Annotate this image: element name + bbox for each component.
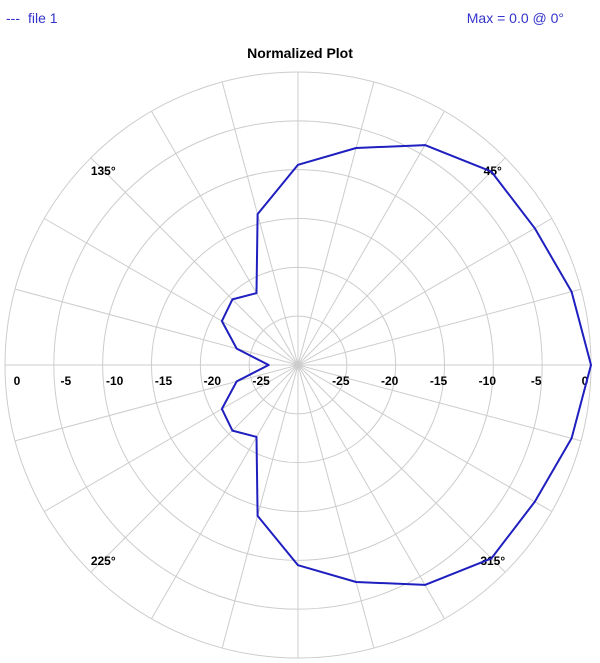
radial-tick-label: -10: [106, 374, 124, 388]
grid-spoke: [297, 364, 445, 619]
grid-spoke: [151, 111, 299, 366]
grid-spoke: [44, 364, 299, 512]
radial-tick-label: 0: [582, 374, 589, 388]
grid-spoke: [297, 111, 445, 366]
grid-spoke: [297, 81, 375, 366]
grid-spoke: [14, 288, 299, 366]
data-point: [297, 163, 299, 166]
grid-spoke: [297, 364, 375, 649]
data-point: [424, 584, 426, 586]
radial-tick-label: -5: [531, 374, 542, 388]
radial-tick-label: -15: [430, 374, 448, 388]
grid-spoke: [14, 364, 299, 442]
data-point: [534, 227, 536, 230]
radial-tick-label: -15: [155, 374, 173, 388]
grid-spoke: [297, 364, 582, 442]
angle-label: 45°: [484, 164, 502, 178]
radial-tick-label: -20: [204, 374, 222, 388]
data-point: [490, 557, 493, 560]
data-point: [221, 320, 223, 322]
radial-tick-label: -20: [381, 374, 399, 388]
data-point: [255, 292, 258, 294]
legend-label: file 1: [28, 10, 58, 26]
data-point: [256, 213, 259, 215]
grid-spoke: [44, 218, 299, 366]
data-point: [231, 429, 234, 432]
data-point: [490, 170, 493, 173]
data-point: [424, 144, 426, 146]
data-point: [297, 564, 299, 567]
data-point: [590, 364, 592, 366]
grid-spoke: [297, 364, 552, 512]
chart-title: Normalized Plot: [247, 45, 353, 61]
angle-label: 135°: [91, 164, 116, 178]
angle-labels: 45° 135° 225° 315°: [91, 164, 506, 568]
data-point: [570, 437, 573, 440]
grid-spoke: [151, 364, 299, 619]
data-point: [355, 147, 357, 149]
data-point: [235, 380, 238, 383]
data-point: [255, 436, 258, 438]
tick-labels: 0 0 -5 -5 -10 -10 -15 -15 -20 -20 -25 -25: [14, 374, 589, 388]
grid-spoke: [297, 288, 582, 366]
angle-label: 315°: [480, 554, 505, 568]
radial-tick-label: -25: [332, 374, 350, 388]
data-point: [267, 364, 270, 366]
legend: --- file 1: [6, 10, 58, 26]
grid-spoke: [90, 157, 299, 366]
legend-line-marker: ---: [6, 10, 20, 26]
radial-tick-label: 0: [14, 374, 21, 388]
grid-spoke: [297, 157, 506, 366]
grid-spoke: [221, 81, 299, 366]
grid-spoke: [297, 364, 506, 573]
grid-spoke: [297, 218, 552, 366]
angle-label: 225°: [91, 554, 116, 568]
max-readout: Max = 0.0 @ 0°: [466, 10, 564, 26]
data-point: [221, 408, 223, 410]
radial-tick-label: -25: [252, 374, 270, 388]
data-point: [355, 581, 357, 583]
data-point: [534, 500, 536, 503]
series-layer: [220, 144, 592, 586]
data-point: [231, 298, 234, 301]
data-point: [256, 515, 259, 517]
grid-spoke: [221, 364, 299, 649]
radial-tick-label: -5: [60, 374, 71, 388]
polar-grid: [4, 71, 592, 659]
data-point: [235, 347, 238, 350]
grid-spoke: [90, 364, 299, 573]
data-point: [570, 290, 573, 293]
radial-tick-label: -10: [479, 374, 497, 388]
